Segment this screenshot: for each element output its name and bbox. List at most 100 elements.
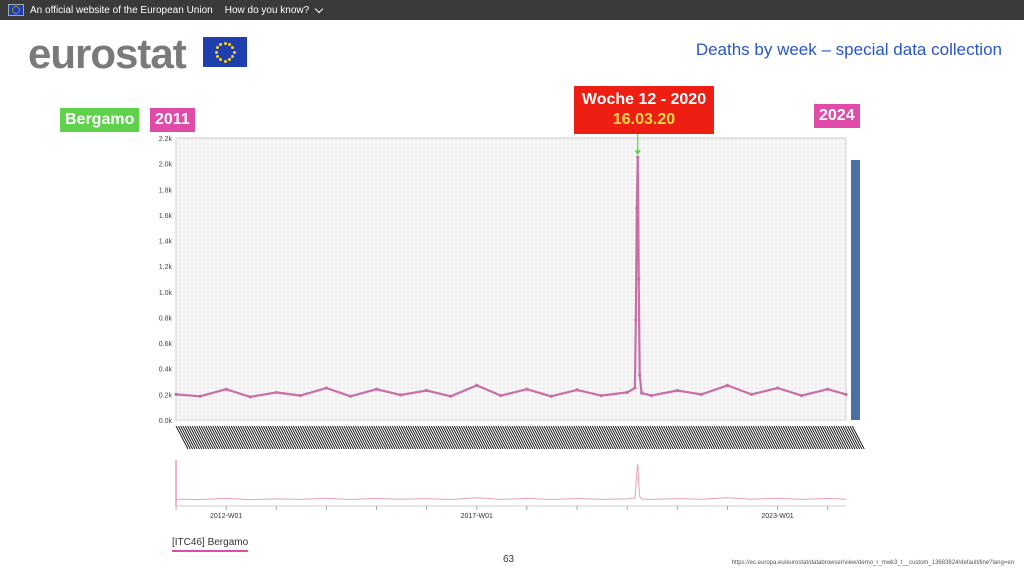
- x-tick-label-mark: [401, 425, 414, 450]
- x-tick-label-mark: [435, 425, 449, 450]
- x-tick-label-mark: [483, 425, 497, 450]
- vertical-scrollbar[interactable]: [851, 160, 860, 420]
- x-tick-label-mark: [683, 425, 697, 450]
- x-tick-label-mark: [180, 425, 193, 450]
- x-tick-label-mark: [792, 425, 805, 450]
- x-tick-label-mark: [207, 425, 221, 450]
- x-tick-label-mark: [196, 425, 210, 450]
- x-tick-label-mark: [329, 425, 343, 450]
- x-tick-label-mark: [343, 425, 357, 450]
- x-tick-label-mark: [798, 425, 812, 450]
- flag-star: [219, 58, 222, 62]
- x-tick-label-mark: [513, 425, 527, 450]
- y-tick-label: 0.4k: [159, 367, 173, 374]
- x-tick-label-mark: [474, 425, 488, 450]
- x-tick-label-mark: [810, 425, 824, 450]
- y-tick-label: 0.8k: [159, 315, 173, 322]
- x-tick-label-mark: [594, 425, 607, 450]
- x-tick-label-mark: [444, 425, 458, 450]
- x-tick-label-mark: [272, 425, 285, 450]
- x-tick-label-mark: [842, 425, 856, 450]
- data-point: [637, 277, 641, 281]
- x-tick-label-mark: [562, 425, 575, 450]
- x-tick-label-mark: [752, 425, 766, 450]
- x-tick-label-mark: [626, 425, 640, 450]
- x-tick-label-mark: [596, 425, 610, 450]
- flag-star: [228, 58, 231, 62]
- x-tick-label-mark: [598, 425, 612, 450]
- x-tick-label-mark: [727, 425, 741, 450]
- x-tick-label-mark: [327, 425, 341, 450]
- overview-x-tick-label: 2017-W01: [461, 513, 493, 520]
- x-tick-label-mark: [421, 425, 435, 450]
- x-tick-label-mark: [552, 425, 566, 450]
- x-tick-label-mark: [656, 425, 670, 450]
- x-tick-label-mark: [288, 425, 302, 450]
- x-tick-label-mark: [315, 425, 329, 450]
- x-tick-label-mark: [499, 425, 513, 450]
- x-tick-label-mark: [755, 425, 768, 450]
- peak-arrow-head: [634, 150, 641, 156]
- x-tick-label-mark: [502, 425, 515, 450]
- x-tick-label-mark: [497, 425, 511, 450]
- x-tick-label-mark: [175, 425, 189, 450]
- data-point: [699, 392, 703, 396]
- data-point: [399, 393, 403, 397]
- page-number: 63: [503, 554, 515, 565]
- data-point: [198, 394, 202, 398]
- x-tick-label-mark: [564, 425, 578, 450]
- x-tick-label-mark: [642, 425, 656, 450]
- x-tick-label-mark: [405, 425, 419, 450]
- x-tick-label-mark: [382, 425, 396, 450]
- x-tick-label-mark: [447, 425, 460, 450]
- x-tick-label-mark: [407, 425, 421, 450]
- x-tick-label-mark: [679, 425, 693, 450]
- x-tick-label-mark: [771, 425, 785, 450]
- x-tick-label-mark: [732, 425, 745, 450]
- x-tick-label-mark: [654, 425, 667, 450]
- x-tick-label-mark: [709, 425, 722, 450]
- x-tick-label-mark: [759, 425, 773, 450]
- flag-star: [223, 41, 227, 45]
- x-tick-label-mark: [302, 425, 315, 450]
- x-tick-label-mark: [826, 425, 840, 450]
- x-tick-label-mark: [361, 425, 375, 450]
- region-legend-label[interactable]: [ITC46] Bergamo: [172, 537, 249, 552]
- x-tick-label-mark: [325, 425, 338, 450]
- x-tick-label-mark: [290, 425, 304, 450]
- x-tick-label-mark: [391, 425, 405, 450]
- x-tick-label-mark: [527, 425, 541, 450]
- x-tick-label-mark: [495, 425, 509, 450]
- x-tick-label-mark: [481, 425, 495, 450]
- y-tick-label: 2.0k: [159, 162, 173, 169]
- overview-x-tick-label: 2012-W01: [210, 513, 242, 520]
- how-do-you-know-toggle[interactable]: How do you know?: [224, 4, 324, 16]
- how-do-you-know-label: How do you know?: [224, 4, 310, 16]
- flag-star: [215, 55, 219, 58]
- peak-callout-date: 16.03.20: [612, 111, 676, 128]
- eurostat-logo[interactable]: eurostat: [28, 30, 187, 77]
- x-tick-label-mark: [283, 425, 297, 450]
- x-tick-label-mark: [601, 425, 614, 450]
- x-tick-label-mark: [256, 425, 269, 450]
- x-tick-label-mark: [665, 425, 679, 450]
- x-tick-label-mark: [490, 425, 504, 450]
- x-tick-label-mark: [605, 425, 619, 450]
- x-tick-label-mark: [403, 425, 417, 450]
- x-tick-label-mark: [649, 425, 663, 450]
- x-tick-label-mark: [681, 425, 695, 450]
- x-tick-label-mark: [794, 425, 808, 450]
- x-tick-label-mark: [251, 425, 265, 450]
- x-tick-label-mark: [357, 425, 371, 450]
- x-tick-label-mark: [292, 425, 306, 450]
- x-tick-label-mark: [345, 425, 359, 450]
- x-tick-label-mark: [775, 425, 789, 450]
- x-tick-label-mark: [718, 425, 732, 450]
- data-point: [749, 392, 754, 396]
- x-tick-label-mark: [757, 425, 771, 450]
- x-tick-label-mark: [555, 425, 568, 450]
- x-tick-label-mark: [736, 425, 750, 450]
- x-tick-label-mark: [449, 425, 463, 450]
- x-tick-label-mark: [182, 425, 196, 450]
- data-point: [449, 394, 453, 398]
